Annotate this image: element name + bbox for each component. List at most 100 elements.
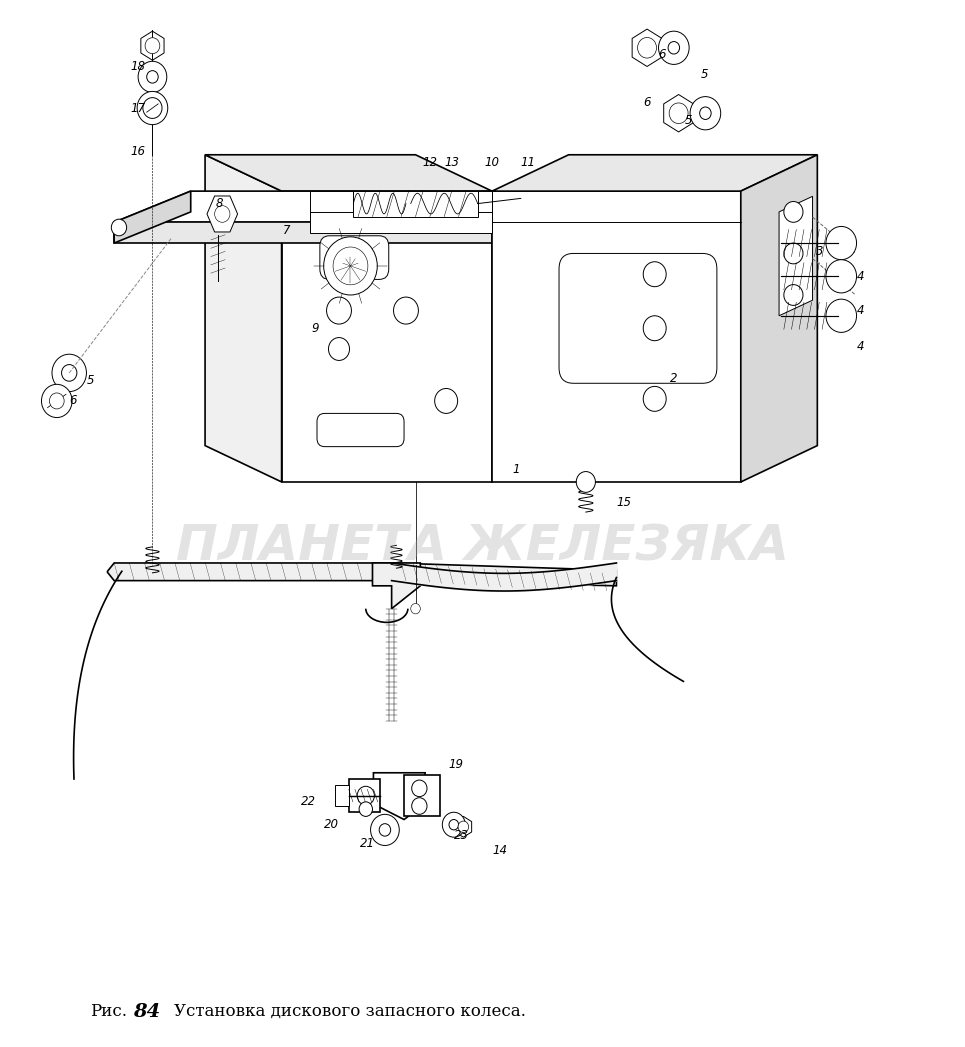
Circle shape (784, 243, 803, 264)
Text: 12: 12 (423, 156, 437, 169)
Circle shape (394, 297, 419, 325)
Text: 6: 6 (644, 96, 650, 109)
Text: 84: 84 (133, 1003, 160, 1021)
Circle shape (434, 388, 457, 414)
Text: 6: 6 (658, 47, 666, 61)
Circle shape (644, 316, 666, 340)
Polygon shape (392, 563, 617, 586)
Circle shape (700, 107, 711, 119)
Text: 4: 4 (857, 304, 864, 317)
Text: 4: 4 (857, 340, 864, 354)
Circle shape (668, 42, 679, 54)
Polygon shape (114, 192, 191, 243)
Text: 19: 19 (448, 758, 463, 771)
Circle shape (826, 226, 857, 260)
Polygon shape (741, 155, 817, 482)
Circle shape (644, 386, 666, 411)
Polygon shape (107, 563, 392, 581)
Text: Рис.: Рис. (91, 1003, 127, 1020)
Text: 21: 21 (360, 837, 375, 850)
Polygon shape (353, 191, 478, 217)
Circle shape (442, 812, 465, 838)
Text: 7: 7 (283, 224, 290, 237)
Text: 5: 5 (684, 114, 692, 127)
Circle shape (371, 815, 400, 846)
Polygon shape (206, 155, 282, 482)
Text: 8: 8 (215, 197, 223, 210)
Circle shape (411, 603, 421, 614)
Circle shape (52, 354, 87, 392)
Polygon shape (664, 94, 694, 132)
Circle shape (378, 823, 391, 837)
Circle shape (137, 91, 168, 125)
Circle shape (644, 262, 666, 287)
Polygon shape (373, 773, 426, 820)
Circle shape (669, 103, 688, 124)
Polygon shape (114, 192, 568, 222)
Polygon shape (372, 563, 421, 608)
Circle shape (359, 802, 372, 817)
Circle shape (576, 471, 595, 492)
Polygon shape (335, 785, 348, 806)
Circle shape (49, 393, 64, 409)
Text: ПЛАНЕТА ЖЕЛЕЗЯКА: ПЛАНЕТА ЖЕЛЕЗЯКА (176, 522, 789, 571)
Polygon shape (141, 31, 164, 61)
Polygon shape (455, 817, 472, 838)
Circle shape (784, 201, 803, 222)
Polygon shape (348, 779, 380, 812)
Text: 22: 22 (301, 796, 316, 808)
Text: 17: 17 (130, 102, 146, 114)
Circle shape (357, 786, 374, 805)
Circle shape (784, 285, 803, 306)
Circle shape (326, 297, 351, 325)
Polygon shape (311, 192, 492, 232)
Text: 9: 9 (312, 321, 318, 335)
Polygon shape (207, 196, 237, 232)
Circle shape (111, 219, 126, 236)
Text: 1: 1 (512, 463, 520, 476)
Circle shape (138, 62, 167, 92)
Polygon shape (492, 155, 817, 192)
Circle shape (41, 384, 72, 418)
Circle shape (412, 798, 427, 815)
Text: Установка дискового запасного колеса.: Установка дискового запасного колеса. (175, 1003, 526, 1020)
FancyBboxPatch shape (319, 236, 389, 280)
Circle shape (826, 260, 857, 293)
Circle shape (379, 824, 391, 837)
Polygon shape (375, 818, 395, 843)
Circle shape (412, 780, 427, 797)
Polygon shape (632, 29, 662, 67)
Text: 13: 13 (445, 156, 459, 169)
Text: 20: 20 (324, 818, 339, 831)
Text: 23: 23 (454, 828, 469, 842)
Circle shape (62, 364, 77, 381)
Polygon shape (779, 197, 813, 316)
Polygon shape (45, 386, 69, 416)
Text: 4: 4 (857, 270, 864, 283)
Polygon shape (206, 155, 492, 192)
Circle shape (146, 101, 159, 115)
Text: 5: 5 (701, 68, 708, 82)
Text: 2: 2 (670, 372, 677, 384)
Circle shape (449, 820, 458, 830)
Text: 16: 16 (130, 146, 146, 158)
Text: 14: 14 (492, 844, 508, 857)
Circle shape (333, 247, 368, 285)
FancyBboxPatch shape (317, 414, 404, 447)
Polygon shape (492, 192, 741, 482)
Text: 6: 6 (69, 395, 77, 407)
Circle shape (638, 38, 656, 58)
Circle shape (214, 205, 230, 222)
Text: 15: 15 (617, 496, 631, 509)
Circle shape (323, 237, 377, 295)
Polygon shape (404, 775, 440, 817)
Circle shape (328, 337, 349, 360)
Text: 11: 11 (521, 156, 536, 169)
Circle shape (826, 299, 857, 332)
Text: 3: 3 (815, 245, 823, 258)
Text: 5: 5 (87, 374, 94, 386)
Circle shape (690, 96, 721, 130)
Polygon shape (114, 222, 492, 243)
Polygon shape (282, 192, 492, 482)
Circle shape (658, 31, 689, 65)
